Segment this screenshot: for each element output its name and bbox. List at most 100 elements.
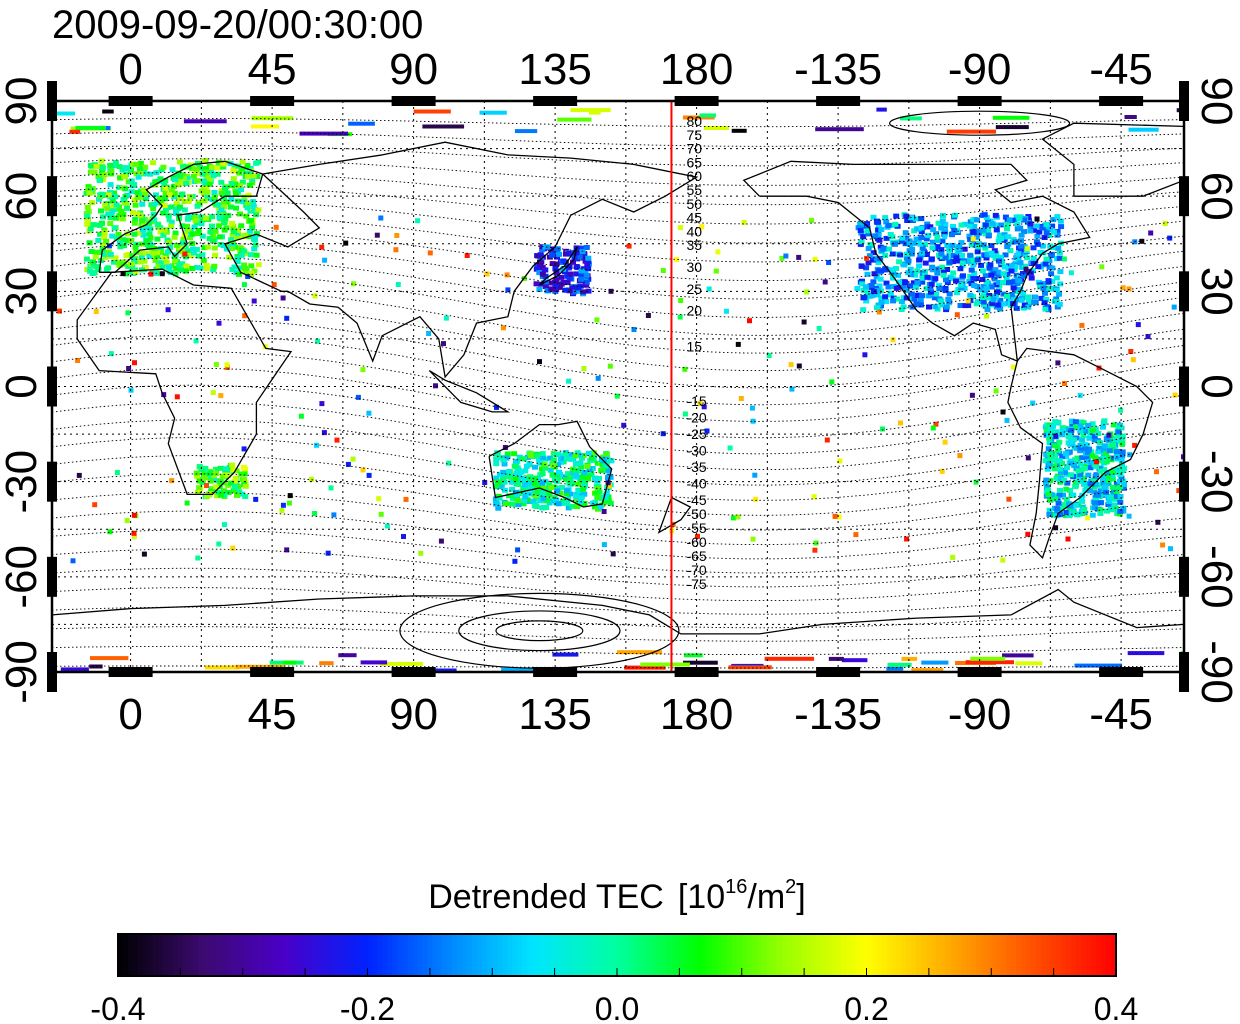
colorbar-step [1091,934,1097,976]
tec-point [701,404,707,410]
tec-point [1044,484,1051,490]
tec-point [590,450,597,456]
tec-point [176,262,183,268]
tec-point [1002,214,1009,220]
tec-point [141,551,147,557]
tec-point [443,315,449,321]
tec-point [544,498,551,503]
tec-point [433,383,438,389]
coastline [52,588,1184,635]
tec-point [107,182,114,188]
tec-point [980,242,987,248]
colorbar-step [766,934,773,976]
tec-point [936,286,943,292]
tec-point [142,191,148,197]
colorbar-step [567,934,573,976]
tec-point [1055,500,1062,506]
tec-point [574,503,581,509]
tec-point [552,266,559,272]
tec-point [985,228,992,233]
tec-point [878,299,885,305]
tec-point [984,252,991,258]
tec-point [98,158,105,164]
tec-point [1079,475,1086,481]
tec-point [923,236,930,242]
y-tick-label-right: -30 [1192,450,1240,514]
tec-point [911,668,944,672]
tec-point [139,250,146,256]
tec-point [1095,492,1102,498]
tec-point [154,250,160,256]
tec-point [887,662,912,667]
tec-point [913,301,920,307]
tec-point [173,242,180,248]
tec-point [804,289,810,295]
tec-point [1069,418,1075,424]
tec-point [121,243,127,249]
tec-point [1018,243,1025,249]
tec-point [553,261,560,267]
tec-point [887,232,894,237]
colorbar-step [1071,934,1077,976]
tec-point [232,475,239,481]
tec-point [1106,432,1112,438]
colorbar-step [257,934,264,976]
tec-point [789,386,795,392]
tec-point [699,224,705,230]
tec-point [101,251,108,257]
tec-point [552,652,579,657]
tec-point [1117,508,1124,514]
colorbar-step [1086,934,1092,976]
tec-point [1046,507,1053,513]
tec-point [319,661,334,666]
tec-point [146,244,152,250]
tec-point [704,428,710,434]
tec-point [1171,304,1177,310]
tec-point [715,249,721,255]
tec-point [180,237,187,242]
tec-point [724,308,729,314]
tec-point [875,227,882,233]
tec-point [783,253,789,259]
tec-point [176,159,183,165]
tec-point [221,492,228,498]
tec-point [360,660,388,665]
tec-point [200,178,207,184]
tec-point [1064,480,1071,486]
tec-point [1052,443,1059,449]
tec-point [749,405,755,411]
colorbar-step [162,934,169,976]
tec-point [890,275,896,281]
coastline [657,496,692,534]
contour-ring [889,110,1071,136]
tec-point [1068,461,1075,467]
tec-point [1063,451,1069,457]
tec-point [1061,470,1068,475]
tec-point [1085,485,1092,491]
tec-point [413,109,451,114]
tec-point [1073,424,1079,430]
tec-point [1005,266,1012,272]
tec-point [1097,440,1103,446]
tec-point [351,281,357,287]
tec-point [1086,488,1093,494]
tec-point [946,291,953,297]
tec-point [537,259,543,265]
tec-point [858,239,865,245]
tec-point [211,172,217,178]
tec-point [536,270,543,276]
tec-point [1004,417,1010,423]
tec-point [1066,501,1073,507]
tec-point [247,252,254,258]
frame-tick [1179,461,1189,502]
tec-point [1017,260,1024,266]
tec-point [1011,266,1018,272]
tec-point [580,472,587,478]
tec-point [875,232,882,238]
tec-point [321,430,327,436]
tec-point [250,173,257,179]
tec-point [216,215,223,221]
tec-point [581,366,587,371]
tec-point [1015,251,1022,257]
contour-line [52,351,1184,422]
